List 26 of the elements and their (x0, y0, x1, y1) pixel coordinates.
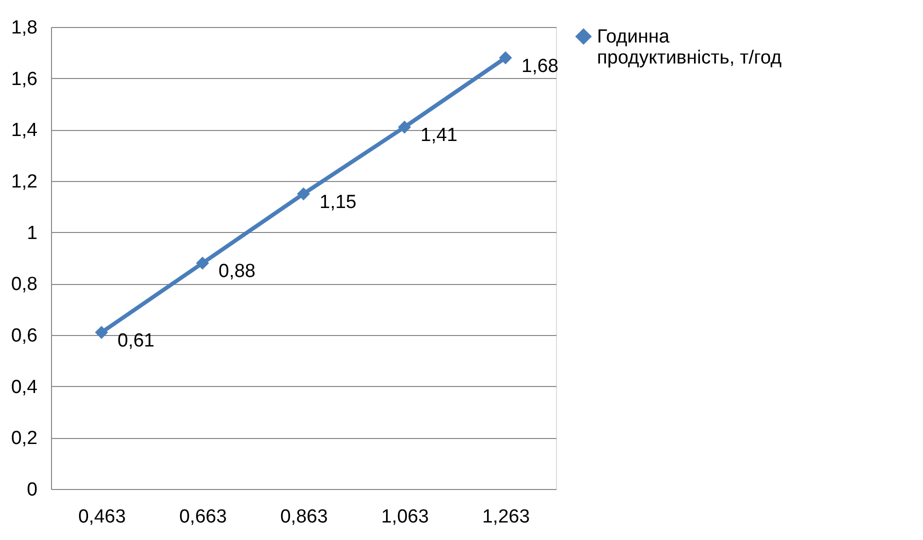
point (296, 187, 310, 200)
x-tick-label: 1,063 (381, 506, 429, 528)
data-label: 1,15 (320, 192, 356, 213)
point (196, 256, 210, 270)
y-tick-label: 0,8 (11, 274, 38, 296)
point (398, 120, 412, 134)
y-tick-label: 1,8 (11, 18, 38, 38)
x-tick-label: 1,263 (482, 506, 530, 528)
y-tick-label: 0 (26, 480, 38, 500)
y-tick-label: 1 (26, 222, 38, 244)
data-label: 1,68 (522, 56, 558, 77)
data-label: 1,41 (420, 125, 458, 146)
data-label: 0,61 (118, 330, 154, 352)
y-tick-label: 1,2 (11, 172, 38, 192)
y-tick-label: 0,6 (11, 326, 38, 346)
y-tick-label: 1,4 (11, 120, 38, 142)
x-tick-label: 0,663 (179, 506, 227, 528)
y-tick-label: 0,4 (11, 376, 38, 398)
x-tick-label: 0,863 (280, 506, 328, 528)
point (94, 326, 108, 339)
data-label: 0,88 (218, 261, 256, 282)
y-tick-label: 0,2 (11, 428, 38, 450)
y-tick-label: 1,6 (11, 68, 38, 90)
legend-label: Годинна продуктивність, т/год (597, 26, 782, 68)
point (498, 51, 512, 64)
x-tick-label: 0,463 (78, 506, 126, 528)
